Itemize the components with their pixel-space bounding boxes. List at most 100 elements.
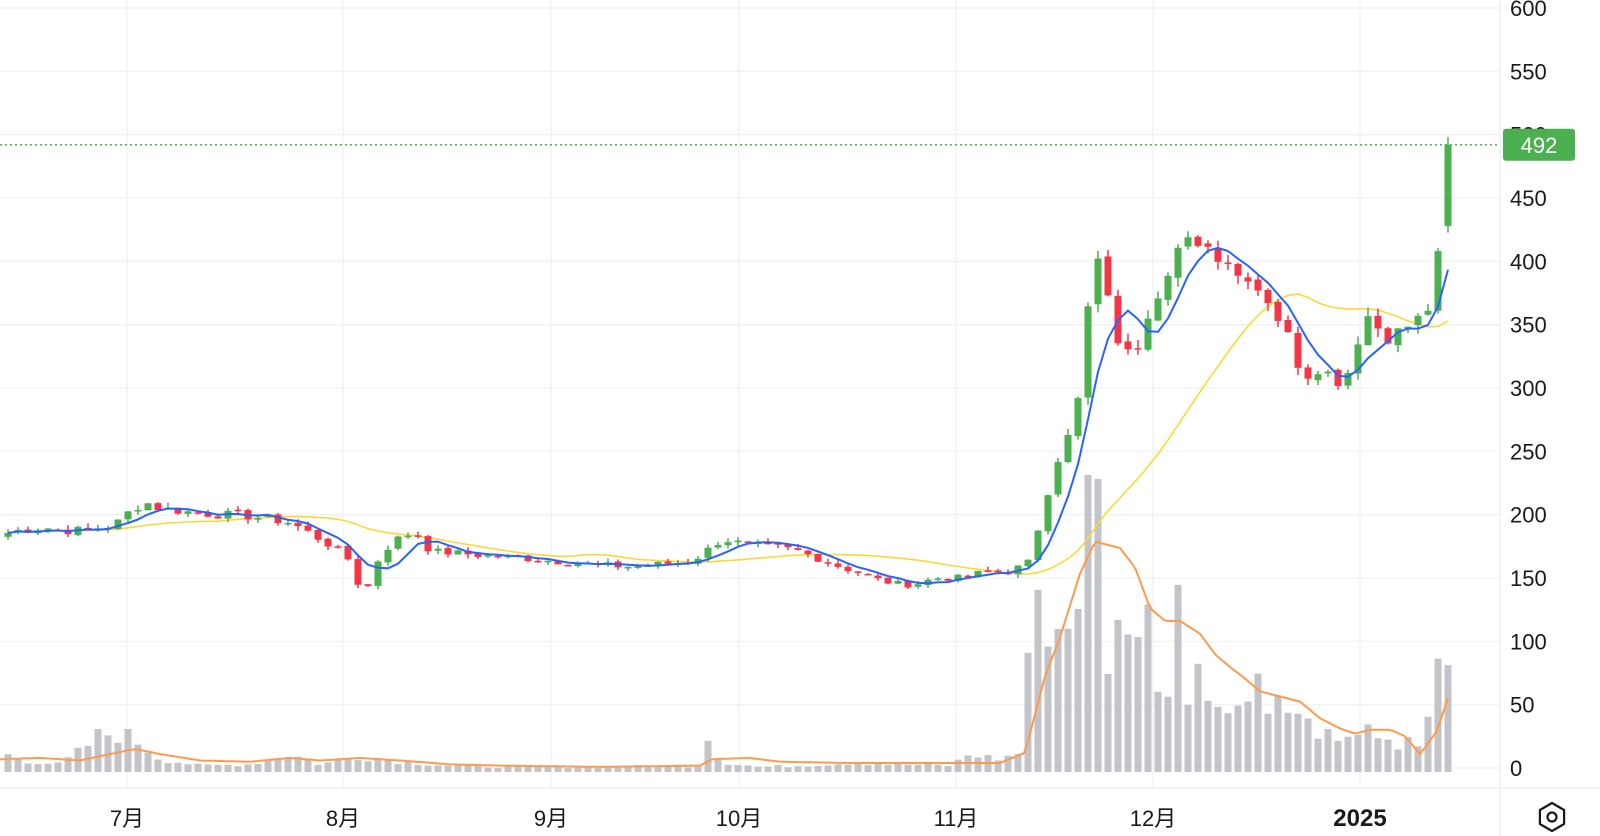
candle-body <box>1034 530 1042 561</box>
volume-bar <box>1074 608 1082 772</box>
candle-body <box>1364 316 1372 346</box>
candle-body <box>1344 372 1352 386</box>
volume-bar <box>1254 673 1262 772</box>
y-tick-label: 0 <box>1510 756 1522 781</box>
x-tick-label: 2025 <box>1333 805 1386 832</box>
volume-bar <box>204 764 212 772</box>
volume-bar <box>834 764 842 772</box>
volume-bar <box>844 764 852 772</box>
volume-bar <box>554 765 562 772</box>
candle-body <box>564 564 572 567</box>
volume-bar <box>1404 737 1412 772</box>
candle-body <box>544 560 552 563</box>
candle-body <box>1284 319 1292 333</box>
time-axis[interactable]: 7月 8月 9月 10月 11月 12月 2025 <box>110 805 1387 832</box>
volume-bar <box>64 757 72 772</box>
volume-bar <box>1334 740 1342 772</box>
candle-body <box>794 548 802 550</box>
candle-body <box>964 575 972 578</box>
volume-bar <box>1164 696 1172 772</box>
candle-body <box>1174 247 1182 278</box>
volume-bar <box>644 765 652 772</box>
volume-bar <box>1294 713 1302 772</box>
candle-body <box>454 550 462 555</box>
chart-settings-icon[interactable] <box>1538 801 1566 833</box>
volume-bar <box>1134 636 1142 772</box>
candle-body <box>1134 348 1142 350</box>
candle-body <box>324 538 332 547</box>
volume-bar <box>314 764 322 772</box>
volume-bar <box>1144 604 1152 772</box>
candle-body <box>844 566 852 572</box>
volume-bar <box>114 742 122 772</box>
volume-bar <box>24 763 32 772</box>
x-tick-label: 9月 <box>534 806 568 831</box>
candle-body <box>134 510 142 512</box>
candle-body <box>1234 264 1242 276</box>
volume-bar <box>1314 738 1322 772</box>
candle-body <box>524 555 532 562</box>
volume-bar <box>474 765 482 772</box>
volume-bar <box>1394 749 1402 772</box>
volume-bar <box>924 763 932 772</box>
candle-body <box>144 503 152 511</box>
volume-bar <box>704 740 712 772</box>
candle-body <box>174 507 182 514</box>
volume-bar <box>574 767 582 772</box>
candle-body <box>1214 247 1222 262</box>
candle-body <box>424 536 432 552</box>
x-tick-label: 8月 <box>326 806 360 831</box>
volume-bar <box>354 760 362 772</box>
candle-body <box>1124 341 1132 350</box>
candle-body <box>44 528 52 531</box>
candle-body <box>124 511 132 520</box>
candle-body <box>284 522 292 525</box>
volume-bar <box>434 765 442 772</box>
volume-bar <box>1044 646 1052 772</box>
volume-bar <box>44 763 52 772</box>
volume-bar <box>1174 584 1182 772</box>
volume-bar <box>1024 652 1032 772</box>
candle-body <box>4 532 12 537</box>
volume-bar <box>1184 704 1192 772</box>
volume-bar <box>1034 589 1042 772</box>
volume-bar <box>1094 479 1102 772</box>
volume-bar <box>654 767 662 772</box>
candle-body <box>364 584 372 586</box>
volume-bar <box>274 758 282 772</box>
volume-bar <box>884 764 892 772</box>
candle-body <box>1384 328 1392 344</box>
volume-bar <box>454 765 462 772</box>
y-tick-label: 150 <box>1510 566 1547 591</box>
volume-bar <box>974 757 982 772</box>
x-tick-label: 12月 <box>1130 806 1176 831</box>
volume-bar <box>514 765 522 772</box>
candle-body <box>1074 398 1082 436</box>
volume-bar <box>814 765 822 772</box>
candle-body <box>664 561 672 564</box>
candle-body <box>894 581 902 584</box>
volume-bar <box>184 764 192 772</box>
volume-bar <box>1384 739 1392 772</box>
candle-body <box>1334 369 1342 387</box>
volume-bar <box>934 764 942 772</box>
price-axis[interactable]: 050100150200250300350400450500550600 <box>1510 0 1547 781</box>
volume-bar <box>1244 701 1252 772</box>
volume-bar <box>174 762 182 772</box>
volume-bar <box>1354 734 1362 772</box>
volume-bar <box>764 766 772 772</box>
volume-bar <box>134 744 142 772</box>
volume-bar <box>1374 738 1382 772</box>
candle-body <box>814 554 822 562</box>
candle-body <box>374 561 382 587</box>
candle-body <box>654 561 662 567</box>
candle-body <box>1324 371 1332 374</box>
y-tick-label: 50 <box>1510 693 1534 718</box>
volume-bar <box>344 759 352 772</box>
y-tick-label: 400 <box>1510 249 1547 274</box>
candle-body <box>1064 434 1072 463</box>
volume-bar <box>384 760 392 772</box>
last-price-tag-bg <box>1503 128 1575 161</box>
candle-body <box>214 516 222 519</box>
